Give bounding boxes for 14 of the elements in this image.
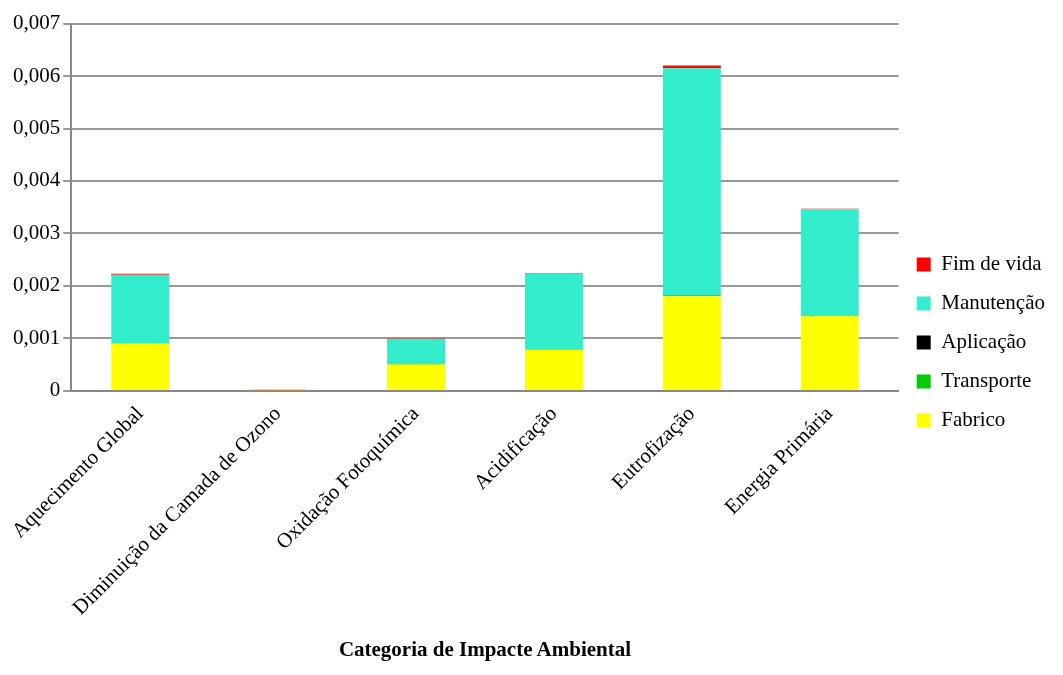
y-tick-label: 0,001 xyxy=(13,324,61,349)
legend-label: Transporte xyxy=(941,368,1032,393)
legend-label: Fim de vida xyxy=(941,251,1043,276)
legend-label: Aplicação xyxy=(941,329,1027,354)
y-tick-label: 0 xyxy=(49,377,61,402)
legend-label: Fabrico xyxy=(941,407,1006,432)
y-tick-label: 0,002 xyxy=(13,272,61,297)
legend-label: Manutenção xyxy=(941,290,1046,315)
x-axis-title: Categoria de Impacte Ambiental xyxy=(338,636,632,661)
y-tick-label: 0,003 xyxy=(13,219,61,244)
y-tick-label: 0,007 xyxy=(13,10,61,35)
y-tick-label: 0,005 xyxy=(13,115,61,140)
y-tick-label: 0,004 xyxy=(13,167,61,192)
y-tick-label: 0,006 xyxy=(13,62,61,87)
